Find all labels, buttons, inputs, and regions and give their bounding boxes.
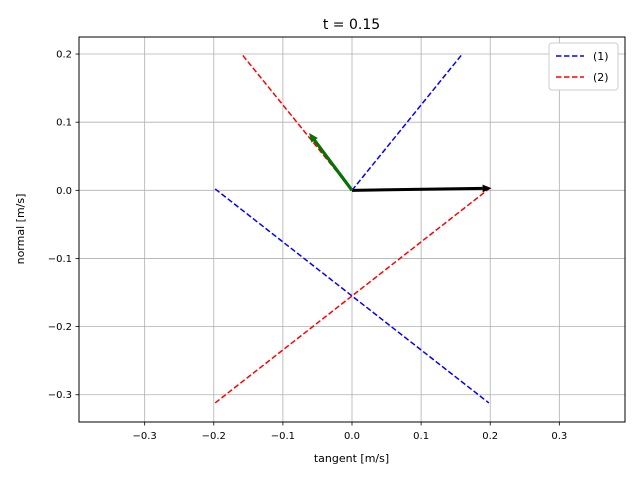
vector-arrow-head	[309, 133, 318, 143]
x-axis-label: tangent [m/s]	[314, 452, 389, 465]
y-tick-label: −0.3	[48, 390, 72, 401]
series-1-line	[351, 54, 462, 191]
x-tick-label: 0.2	[482, 431, 498, 442]
vector-arrow-shaft	[313, 139, 354, 192]
legend: (1) (2)	[548, 42, 619, 91]
y-tick-label: 0.2	[56, 50, 72, 61]
grid	[79, 37, 625, 422]
arrow-layer	[309, 133, 492, 193]
x-tick-label: 0.0	[344, 431, 360, 442]
vector-arrow-3	[309, 133, 354, 192]
y-tick-label: 0.1	[56, 118, 72, 129]
vector-arrow-head	[482, 184, 492, 193]
legend-label-2: (2)	[593, 71, 609, 84]
y-tick-label: −0.1	[48, 254, 72, 265]
y-tick-label: 0.0	[56, 186, 72, 197]
y-axis-label: normal [m/s]	[14, 194, 27, 265]
x-tick-label: 0.3	[551, 431, 567, 442]
x-tick-label: −0.1	[271, 431, 295, 442]
x-tick-label: 0.1	[413, 431, 429, 442]
x-tick-label: −0.3	[133, 431, 157, 442]
x-tick-label: −0.2	[202, 431, 226, 442]
y-tick-label: −0.2	[48, 322, 72, 333]
series-2-line	[214, 188, 490, 404]
chart-title: t = 0.15	[323, 17, 380, 33]
ticks: −0.3 −0.2 −0.1 0.0 0.1 0.2 0.3 0.2 0.1 0.0 −0.1 −0.…	[48, 50, 568, 442]
legend-label-1: (1)	[593, 50, 609, 63]
vector-arrow-1	[351, 184, 492, 193]
series-1-line	[214, 188, 490, 404]
vector-arrow-shaft	[351, 186, 483, 192]
legend-box	[548, 42, 619, 91]
